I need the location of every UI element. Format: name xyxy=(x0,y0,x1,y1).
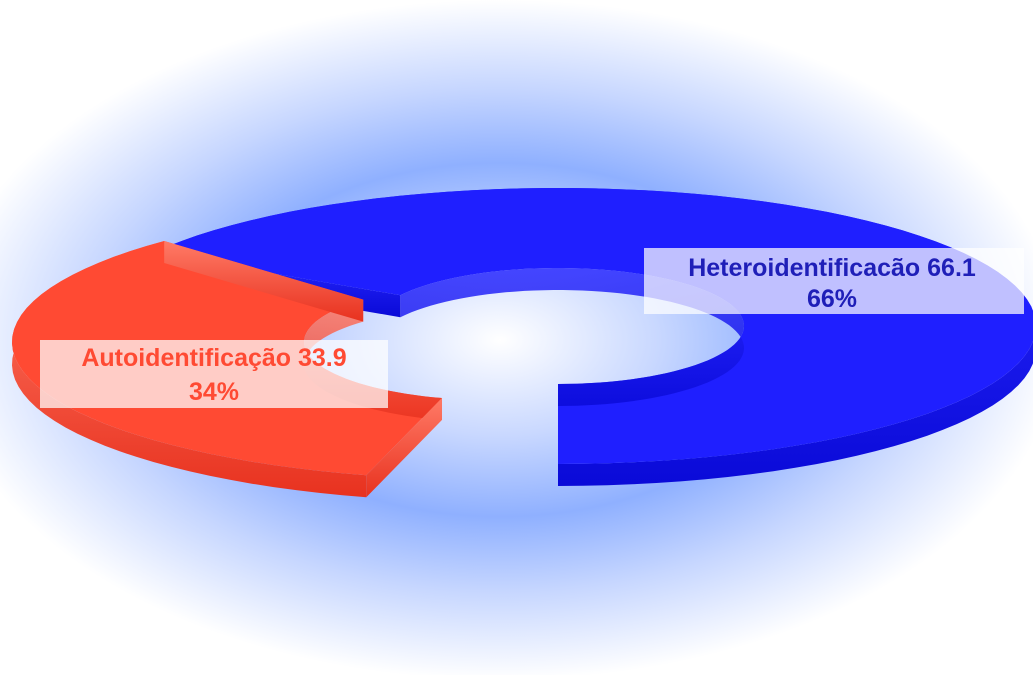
data-label-box xyxy=(40,340,388,408)
data-label-0: Autoidentificação 33.9 34% xyxy=(40,340,388,408)
data-label-percent: 34% xyxy=(189,378,239,406)
data-label-percent: 66% xyxy=(807,285,857,313)
data-label-name-value: Autoidentificação 33.9 xyxy=(81,344,346,372)
slice-side-autoidentificacao xyxy=(12,241,367,498)
data-label-box xyxy=(644,248,1024,314)
data-label-name-value: Heteroidentificacão 66.1 xyxy=(688,254,976,282)
data-label-1: Heteroidentificacão 66.1 66% xyxy=(644,248,1024,314)
